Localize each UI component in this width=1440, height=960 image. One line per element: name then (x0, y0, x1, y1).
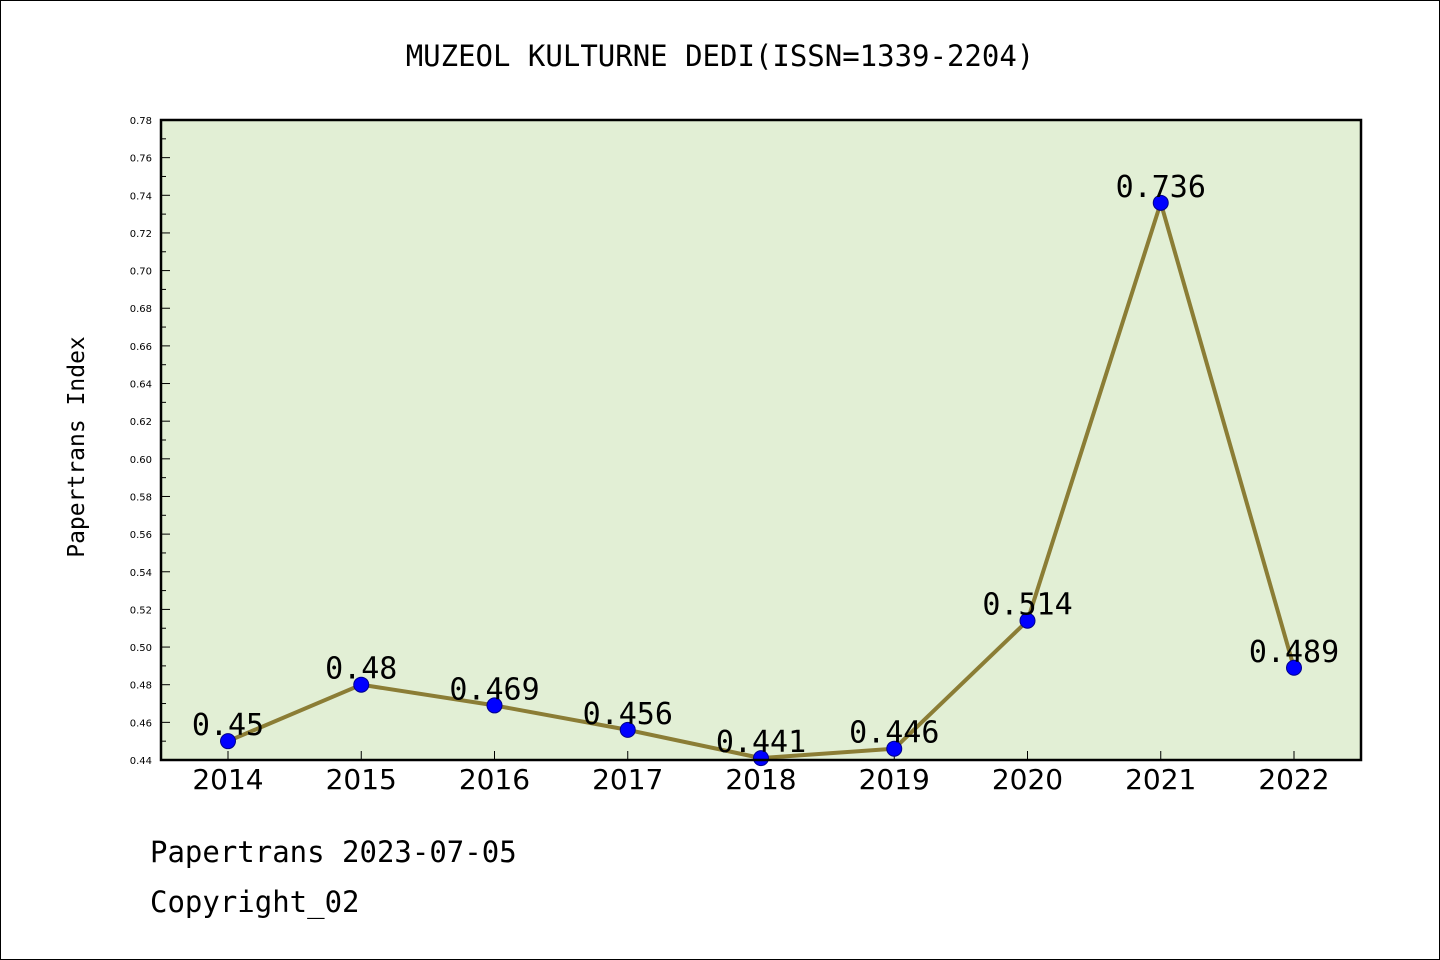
data-label: 0.441 (716, 725, 806, 760)
x-tick-label: 2015 (326, 763, 397, 796)
data-label: 0.446 (849, 716, 939, 751)
y-tick-label: 0.60 (130, 455, 152, 466)
y-tick-label: 0.78 (130, 116, 152, 127)
y-tick-label: 0.70 (130, 267, 152, 278)
data-point (1152, 194, 1169, 211)
footer-date: Papertrans 2023-07-05 (150, 835, 517, 869)
data-point (886, 740, 903, 757)
x-tick-label: 2016 (459, 763, 530, 796)
y-tick-label: 0.56 (130, 530, 152, 541)
data-point (1286, 659, 1302, 676)
data-point (220, 733, 236, 750)
footer-copyright: Copyright_02 (150, 885, 360, 919)
x-tick-label: 2021 (1125, 763, 1196, 796)
data-label: 0.514 (982, 588, 1072, 623)
y-tick-label: 0.72 (130, 229, 152, 240)
y-tick-label: 0.46 (130, 718, 152, 729)
data-point (486, 697, 503, 714)
y-tick-label: 0.64 (130, 380, 152, 391)
data-point (1019, 612, 1036, 629)
y-tick-label: 0.62 (130, 417, 152, 428)
x-tick-label: 2019 (859, 763, 930, 796)
data-label: 0.45 (192, 708, 264, 743)
x-tick-label: 2014 (192, 763, 263, 796)
y-tick-label: 0.74 (130, 191, 152, 202)
x-tick-label: 2020 (992, 763, 1063, 796)
y-tick-label: 0.44 (130, 756, 152, 767)
data-labels-layer: 0.45 0.48 0.469 0.456 0.441 0.446 0.514 0.736 0.… (192, 170, 1339, 760)
y-tick-label: 0.50 (130, 643, 152, 654)
data-label: 0.489 (1249, 635, 1339, 670)
data-label: 0.48 (325, 652, 397, 687)
x-tick-label: 2018 (725, 763, 796, 796)
chart-title: MUZEOL KULTURNE DEDI(ISSN=1339-2204) (406, 39, 1035, 73)
plot-border (159, 118, 1363, 762)
data-label: 0.736 (1116, 170, 1206, 205)
y-tick-label: 0.58 (130, 492, 152, 503)
y-tick-label: 0.68 (130, 304, 152, 315)
x-axis: 2014 2015 2016 2017 2018 2019 2020 2021 2022 (192, 751, 1330, 796)
y-axis-label: Papertrans Index (64, 336, 90, 558)
data-point (353, 676, 370, 693)
y-tick-label: 0.54 (130, 568, 152, 579)
y-tick-label: 0.48 (130, 681, 152, 692)
data-point (753, 750, 769, 767)
x-tick-label: 2022 (1258, 763, 1329, 796)
x-tick-label: 2017 (592, 763, 663, 796)
y-tick-label: 0.52 (130, 605, 152, 616)
plot-area (161, 120, 1361, 760)
data-label: 0.456 (583, 697, 673, 732)
y-tick-label: 0.76 (130, 154, 152, 165)
y-tick-label: 0.66 (130, 342, 152, 353)
data-label: 0.469 (449, 672, 539, 707)
data-point (619, 721, 636, 738)
markers-layer (220, 194, 1302, 767)
